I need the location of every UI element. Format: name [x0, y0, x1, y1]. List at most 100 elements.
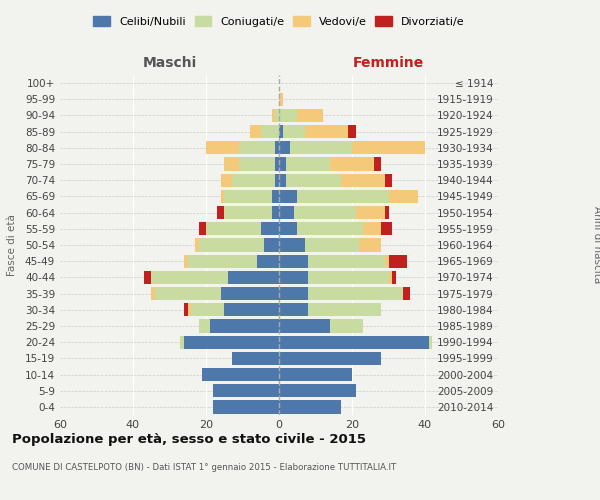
Bar: [232, 352, 279, 365]
Bar: [151, 287, 155, 300]
Bar: [279, 141, 290, 154]
Text: Popolazione per età, sesso e stato civile - 2015: Popolazione per età, sesso e stato civil…: [12, 432, 366, 446]
Bar: [290, 141, 352, 154]
Bar: [297, 109, 323, 122]
Bar: [330, 158, 374, 170]
Bar: [199, 238, 265, 252]
Legend: Celibi/Nubili, Coniugati/e, Vedovi/e, Divorziati/e: Celibi/Nubili, Coniugati/e, Vedovi/e, Di…: [94, 16, 464, 26]
Bar: [286, 158, 330, 170]
Bar: [403, 287, 410, 300]
Text: COMUNE DI CASTELPOTO (BN) - Dati ISTAT 1° gennaio 2015 - Elaborazione TUTTITALIA: COMUNE DI CASTELPOTO (BN) - Dati ISTAT 1…: [12, 462, 396, 471]
Bar: [363, 222, 381, 235]
Bar: [272, 206, 279, 220]
Bar: [257, 254, 279, 268]
Bar: [199, 222, 206, 235]
Bar: [261, 222, 279, 235]
Bar: [308, 287, 403, 300]
Bar: [374, 158, 381, 170]
Bar: [239, 141, 275, 154]
Bar: [224, 158, 239, 170]
Bar: [275, 109, 279, 122]
Bar: [341, 174, 385, 187]
Bar: [279, 400, 341, 413]
Bar: [155, 287, 221, 300]
Bar: [275, 141, 279, 154]
Bar: [356, 206, 385, 220]
Bar: [279, 303, 308, 316]
Bar: [224, 303, 279, 316]
Bar: [359, 238, 381, 252]
Bar: [206, 222, 261, 235]
Bar: [275, 174, 279, 187]
Text: Maschi: Maschi: [142, 56, 197, 70]
Bar: [250, 125, 261, 138]
Bar: [221, 190, 224, 203]
Bar: [279, 125, 283, 138]
Bar: [279, 270, 308, 284]
Bar: [261, 125, 279, 138]
Bar: [279, 368, 352, 381]
Bar: [283, 125, 305, 138]
Bar: [184, 303, 188, 316]
Bar: [308, 270, 389, 284]
Bar: [265, 238, 279, 252]
Bar: [221, 174, 232, 187]
Bar: [428, 336, 432, 349]
Bar: [221, 287, 279, 300]
Bar: [349, 125, 356, 138]
Bar: [144, 270, 151, 284]
Bar: [275, 158, 279, 170]
Bar: [385, 206, 389, 220]
Bar: [385, 174, 392, 187]
Bar: [279, 109, 297, 122]
Bar: [214, 400, 279, 413]
Bar: [308, 303, 381, 316]
Bar: [272, 109, 275, 122]
Bar: [308, 254, 385, 268]
Bar: [217, 206, 224, 220]
Bar: [232, 174, 275, 187]
Bar: [297, 190, 389, 203]
Bar: [209, 320, 279, 332]
Bar: [199, 320, 209, 332]
Bar: [224, 206, 272, 220]
Bar: [279, 238, 305, 252]
Bar: [195, 238, 199, 252]
Bar: [272, 190, 279, 203]
Bar: [239, 158, 275, 170]
Bar: [206, 141, 239, 154]
Bar: [279, 254, 308, 268]
Bar: [279, 222, 297, 235]
Bar: [305, 125, 349, 138]
Bar: [297, 222, 363, 235]
Bar: [214, 384, 279, 398]
Text: Fasce di età: Fasce di età: [7, 214, 17, 276]
Bar: [279, 92, 283, 106]
Bar: [279, 336, 428, 349]
Bar: [293, 206, 356, 220]
Bar: [191, 303, 224, 316]
Bar: [188, 303, 191, 316]
Bar: [279, 320, 330, 332]
Text: Anni di nascita: Anni di nascita: [592, 206, 600, 284]
Bar: [279, 206, 293, 220]
Bar: [228, 270, 279, 284]
Bar: [181, 336, 184, 349]
Bar: [279, 174, 286, 187]
Bar: [184, 254, 188, 268]
Bar: [184, 336, 279, 349]
Bar: [151, 270, 228, 284]
Bar: [279, 384, 356, 398]
Bar: [389, 270, 392, 284]
Bar: [385, 254, 389, 268]
Bar: [352, 141, 425, 154]
Bar: [224, 190, 272, 203]
Bar: [286, 174, 341, 187]
Bar: [188, 254, 257, 268]
Bar: [279, 287, 308, 300]
Bar: [202, 368, 279, 381]
Bar: [279, 352, 381, 365]
Bar: [279, 158, 286, 170]
Bar: [305, 238, 359, 252]
Bar: [389, 254, 407, 268]
